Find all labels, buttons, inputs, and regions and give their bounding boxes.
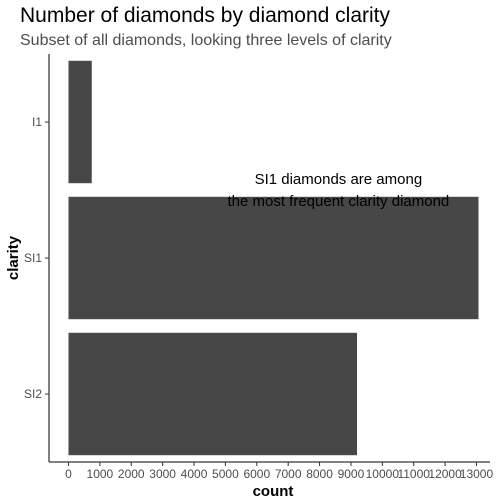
x-axis-title: count xyxy=(253,483,294,500)
x-tick-label: 0 xyxy=(65,467,72,481)
x-tick-label: 13000 xyxy=(460,467,494,481)
x-tick-label: 4000 xyxy=(181,467,208,481)
y-axis-ticks: I1 SI1 SI2 xyxy=(24,115,49,401)
x-tick-label: 10000 xyxy=(366,467,400,481)
x-tick-label: 6000 xyxy=(243,467,270,481)
y-tick-label: SI2 xyxy=(24,387,42,401)
y-tick-label: I1 xyxy=(32,115,42,129)
x-tick-label: 8000 xyxy=(306,467,333,481)
x-tick-label: 7000 xyxy=(275,467,302,481)
annotation-line: SI1 diamonds are among xyxy=(255,171,423,188)
chart-subtitle: Subset of all diamonds, looking three le… xyxy=(20,32,392,49)
annotation-group: SI1 diamonds are among the most frequent … xyxy=(227,171,449,210)
x-tick-label: 2000 xyxy=(118,467,145,481)
y-tick-label: SI1 xyxy=(24,251,42,265)
bar-si1 xyxy=(68,196,479,320)
x-tick-label: 3000 xyxy=(149,467,176,481)
x-tick-label: 12000 xyxy=(428,467,462,481)
x-tick-label: 1000 xyxy=(87,467,114,481)
x-tick-label: 11000 xyxy=(397,467,430,481)
annotation-line: the most frequent clarity diamond xyxy=(227,193,449,210)
x-tick-label: 9000 xyxy=(338,467,365,481)
chart-title: Number of diamonds by diamond clarity xyxy=(20,4,391,27)
bar-si2 xyxy=(68,332,358,456)
x-tick-label: 5000 xyxy=(212,467,239,481)
bar-i1 xyxy=(68,60,92,184)
bars-group xyxy=(68,60,479,456)
y-axis-title: clarity xyxy=(5,235,22,280)
x-axis-ticks: 0 1000 2000 3000 4000 5000 6000 7000 8000 9000 100… xyxy=(65,462,493,481)
